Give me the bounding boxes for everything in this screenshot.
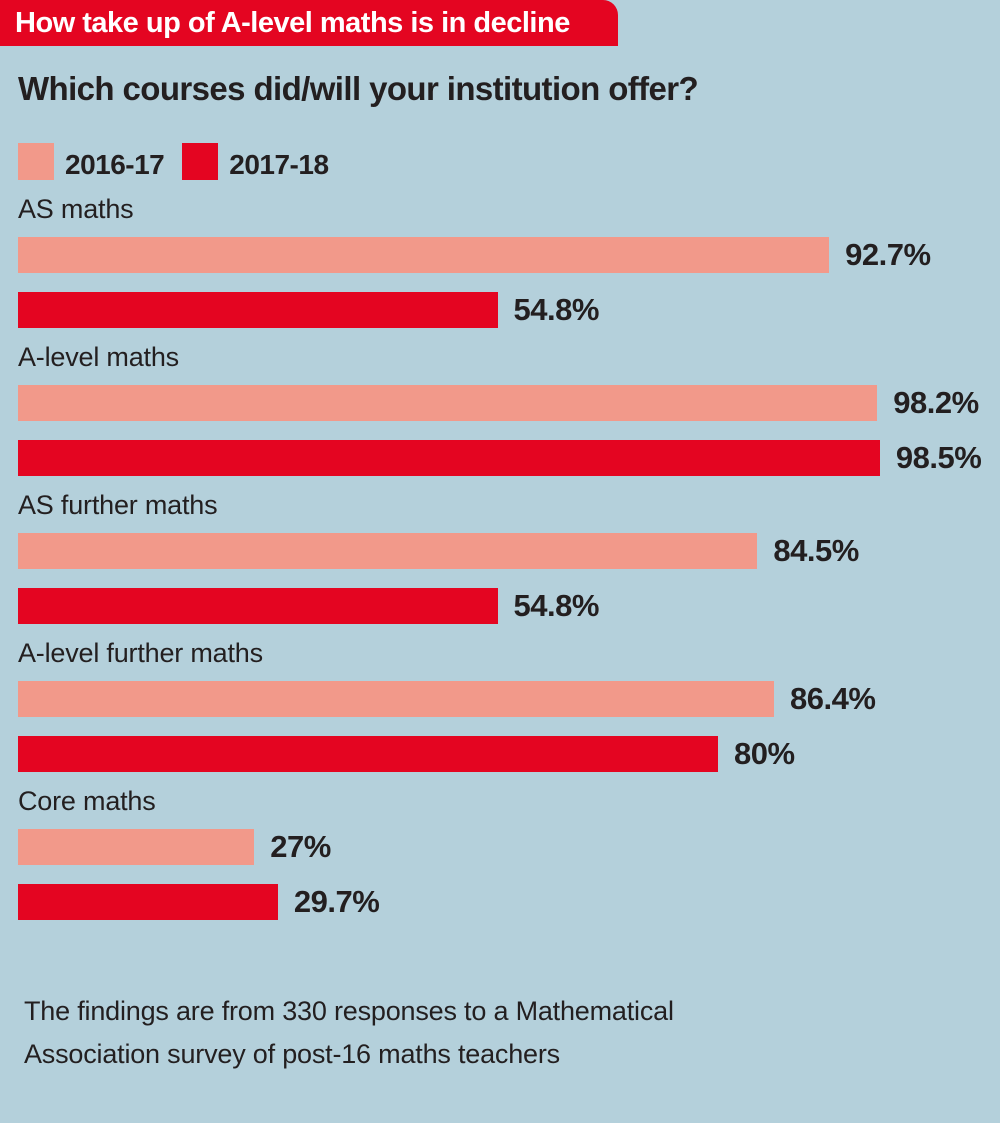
bar-value-label: 54.8% bbox=[513, 588, 600, 623]
footnote-line-1: The findings are from 330 responses to a… bbox=[24, 996, 674, 1026]
bar-2017-18 bbox=[18, 588, 498, 624]
bar-row-2016-17: 98.2% bbox=[18, 385, 1000, 421]
category-group-a-level-further-maths: A-level further maths 86.4% 80% bbox=[18, 636, 1000, 791]
category-label: A-level further maths bbox=[18, 638, 263, 668]
bar-2016-17 bbox=[18, 681, 774, 717]
footnote-line-2: Association survey of post-16 maths teac… bbox=[24, 1039, 560, 1069]
category-label: AS further maths bbox=[18, 490, 218, 520]
bar-value-label: 98.2% bbox=[893, 385, 979, 420]
bar-row-2016-17: 84.5% bbox=[18, 533, 1000, 569]
bar-value-label: 29.7% bbox=[293, 884, 380, 919]
headline-text: How take up of A-level maths is in decli… bbox=[15, 6, 570, 39]
bar-2016-17 bbox=[18, 829, 255, 865]
chart-title: Which courses did/will your institution … bbox=[18, 70, 699, 107]
bar-row-2017-18: 98.5% bbox=[18, 440, 1000, 476]
bar-value-label: 98.5% bbox=[895, 440, 982, 475]
category-group-as-maths: AS maths 92.7% 54.8% bbox=[18, 192, 1000, 347]
legend-swatch-2016-17 bbox=[18, 143, 54, 180]
bar-row-2016-17: 86.4% bbox=[18, 681, 1000, 717]
bar-row-2017-18: 29.7% bbox=[18, 884, 1000, 920]
bar-row-2016-17: 27% bbox=[18, 829, 1000, 865]
bar-2017-18 bbox=[18, 884, 278, 920]
bar-value-label: 27% bbox=[270, 829, 331, 864]
category-label: AS maths bbox=[18, 194, 134, 224]
source-footnote: The findings are from 330 responses to a… bbox=[24, 990, 674, 1076]
category-group-core-maths: Core maths 27% 29.7% bbox=[18, 784, 1000, 939]
bar-row-2017-18: 80% bbox=[18, 736, 1000, 772]
category-group-as-further-maths: AS further maths 84.5% 54.8% bbox=[18, 488, 1000, 643]
legend: 2016-17 2017-18 bbox=[18, 143, 347, 180]
bar-value-label: 86.4% bbox=[790, 681, 876, 716]
category-label: Core maths bbox=[18, 786, 156, 816]
bar-2016-17 bbox=[18, 385, 878, 421]
legend-label-2017-18: 2017-18 bbox=[229, 149, 329, 180]
headline-banner: How take up of A-level maths is in decli… bbox=[0, 0, 618, 46]
bar-row-2017-18: 54.8% bbox=[18, 588, 1000, 624]
bar-2017-18 bbox=[18, 292, 498, 328]
bar-row-2016-17: 92.7% bbox=[18, 237, 1000, 273]
bar-value-label: 80% bbox=[734, 736, 795, 771]
bar-value-label: 54.8% bbox=[513, 292, 600, 327]
bar-2016-17 bbox=[18, 237, 830, 273]
legend-label-2016-17: 2016-17 bbox=[65, 149, 165, 180]
bar-2017-18 bbox=[18, 440, 880, 476]
bar-value-label: 84.5% bbox=[773, 533, 859, 568]
category-group-a-level-maths: A-level maths 98.2% 98.5% bbox=[18, 340, 1000, 495]
bar-2017-18 bbox=[18, 736, 718, 772]
category-label: A-level maths bbox=[18, 342, 179, 372]
bar-row-2017-18: 54.8% bbox=[18, 292, 1000, 328]
bar-2016-17 bbox=[18, 533, 758, 569]
bar-value-label: 92.7% bbox=[845, 237, 931, 272]
legend-swatch-2017-18 bbox=[182, 143, 219, 180]
